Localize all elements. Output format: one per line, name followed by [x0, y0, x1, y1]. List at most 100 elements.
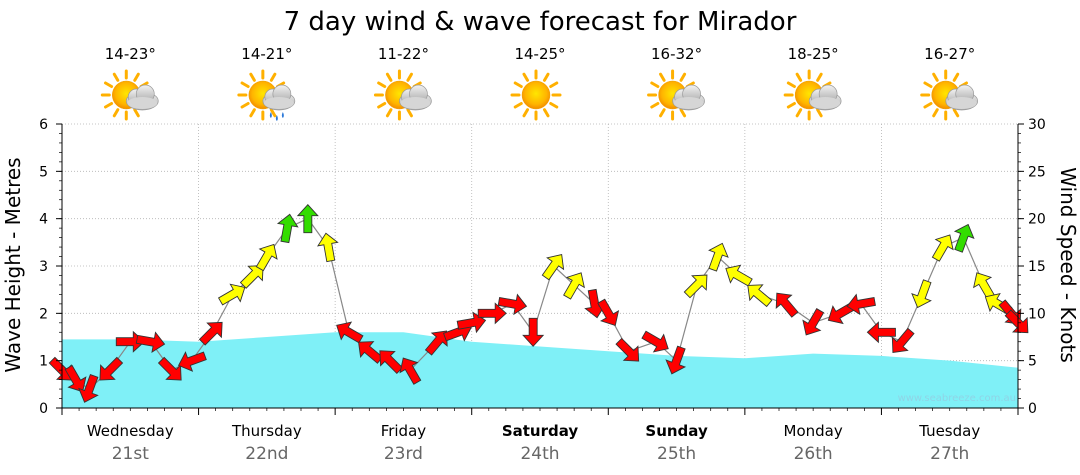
wind-arrow-shape: [424, 330, 448, 356]
cloud-part: [127, 97, 158, 109]
left-tick-label: 0: [39, 401, 48, 417]
temperature-label: 14-23°: [105, 45, 156, 63]
sun-ray: [786, 81, 796, 88]
wind-arrow-shape: [891, 327, 915, 353]
day-name-label: Wednesday: [87, 422, 174, 440]
left-axis-label: Wave Height - Metres: [1, 157, 25, 372]
sun-ray: [112, 72, 120, 82]
sun-ray: [104, 102, 114, 109]
left-tick-label: 4: [39, 212, 48, 228]
sun-disc: [521, 80, 551, 110]
wind-arrow: [665, 345, 687, 375]
wind-arrow-shape: [296, 203, 319, 234]
wind-arrow-shape: [747, 284, 773, 308]
sun-ray: [549, 81, 559, 88]
wind-arrow: [911, 279, 932, 309]
right-axis-label: Wind Speed - Knots: [1056, 167, 1080, 363]
sun-ray: [377, 81, 387, 88]
wind-arrow-shape: [641, 330, 669, 353]
wind-arrow-shape: [477, 302, 507, 325]
wind-arrow-shape: [846, 293, 876, 316]
day-name-label: Friday: [381, 422, 427, 440]
wind-arrow: [708, 242, 729, 272]
watermark: www.seabreeze.com.au: [898, 393, 1016, 404]
right-tick-label: 15: [1028, 259, 1046, 275]
cloud-part: [673, 97, 704, 109]
wind-arrow-shape: [135, 331, 166, 354]
cloud-shape: [808, 84, 842, 111]
sun-ray: [795, 72, 803, 82]
wind-arrow-shape: [911, 279, 932, 309]
wind-arrow-shape: [317, 232, 339, 263]
sun-ray: [240, 81, 250, 88]
sun-ray: [659, 108, 666, 118]
wind-arrow-shape: [255, 243, 278, 272]
weather-icons: 14-23° 14-21° 11-22° 14-25° 16-32° 18-25° 16-2…: [100, 45, 979, 121]
temperature-label: 14-21°: [241, 45, 292, 63]
sun-ray: [932, 108, 939, 118]
day-date-label: 21st: [112, 444, 149, 464]
wind-arrow-shape: [931, 234, 954, 262]
rain-drop: [269, 112, 272, 118]
wind-arrow-shape: [217, 283, 246, 306]
rain-drop: [281, 112, 284, 118]
wind-arrow: [953, 223, 975, 253]
cloud-part: [946, 97, 977, 109]
right-tick-label: 20: [1028, 212, 1046, 228]
cloud-part: [810, 97, 841, 109]
sun-ray: [513, 102, 523, 109]
sun-ray: [923, 102, 933, 109]
wind-arrow: [866, 321, 896, 344]
wind-arrow-shape: [99, 356, 124, 381]
wind-arrow: [135, 331, 166, 354]
sun-ray: [269, 72, 277, 82]
cloud-part: [263, 97, 294, 109]
wind-series: [48, 203, 1029, 403]
sunny-icon: [510, 69, 562, 121]
cloud-shape: [945, 84, 979, 111]
temperature-label: 16-32°: [651, 45, 702, 63]
wind-arrow-shape: [522, 317, 545, 347]
wind-arrow-shape: [497, 293, 528, 316]
right-tick-label: 10: [1028, 306, 1046, 322]
cloud-shape: [125, 84, 159, 111]
sun-ray: [650, 81, 660, 88]
right-tick-label: 25: [1028, 164, 1046, 180]
wind-arrow: [399, 357, 422, 385]
right-tick-label: 5: [1028, 354, 1037, 370]
wind-arrow: [317, 232, 339, 263]
left-tick-label: 6: [39, 117, 48, 133]
sun-ray: [522, 72, 529, 82]
axes: 0 1 2 3 4 5 6 0 5 10 15 20 25 30 Wednesday 21st Thursday…: [39, 117, 1046, 464]
sun-ray: [952, 108, 960, 118]
wind-arrow-shape: [953, 223, 975, 253]
left-tick-label: 5: [39, 164, 48, 180]
wind-arrow: [597, 298, 620, 327]
wind-arrow: [747, 284, 773, 308]
wind-arrow: [477, 302, 507, 325]
day-name-label: Monday: [784, 422, 843, 440]
wind-arrow-shape: [866, 321, 896, 344]
wind-arrow: [177, 351, 207, 372]
day-date-label: 24th: [520, 444, 559, 464]
cloud-shape: [262, 84, 296, 111]
sun-ray: [249, 72, 256, 82]
wind-arrow-shape: [775, 292, 799, 318]
sun-ray: [650, 102, 660, 109]
wind-arrow: [541, 253, 565, 281]
wind-arrow: [239, 265, 264, 289]
sun-ray: [104, 81, 114, 88]
sun-ray: [133, 108, 140, 118]
sun-ray: [522, 108, 529, 118]
wind-arrow-shape: [336, 321, 364, 344]
wind-arrow: [931, 234, 954, 262]
wind-arrow-shape: [78, 373, 99, 403]
day-date-label: 26th: [794, 444, 833, 464]
cloud-shape: [672, 84, 705, 111]
wind-arrow: [641, 330, 669, 353]
sun-ray: [269, 108, 277, 118]
wind-arrow-shape: [64, 364, 87, 393]
day-name-label: Saturday: [502, 422, 579, 440]
wind-arrow-shape: [198, 321, 223, 346]
wind-arrow-shape: [563, 272, 585, 300]
